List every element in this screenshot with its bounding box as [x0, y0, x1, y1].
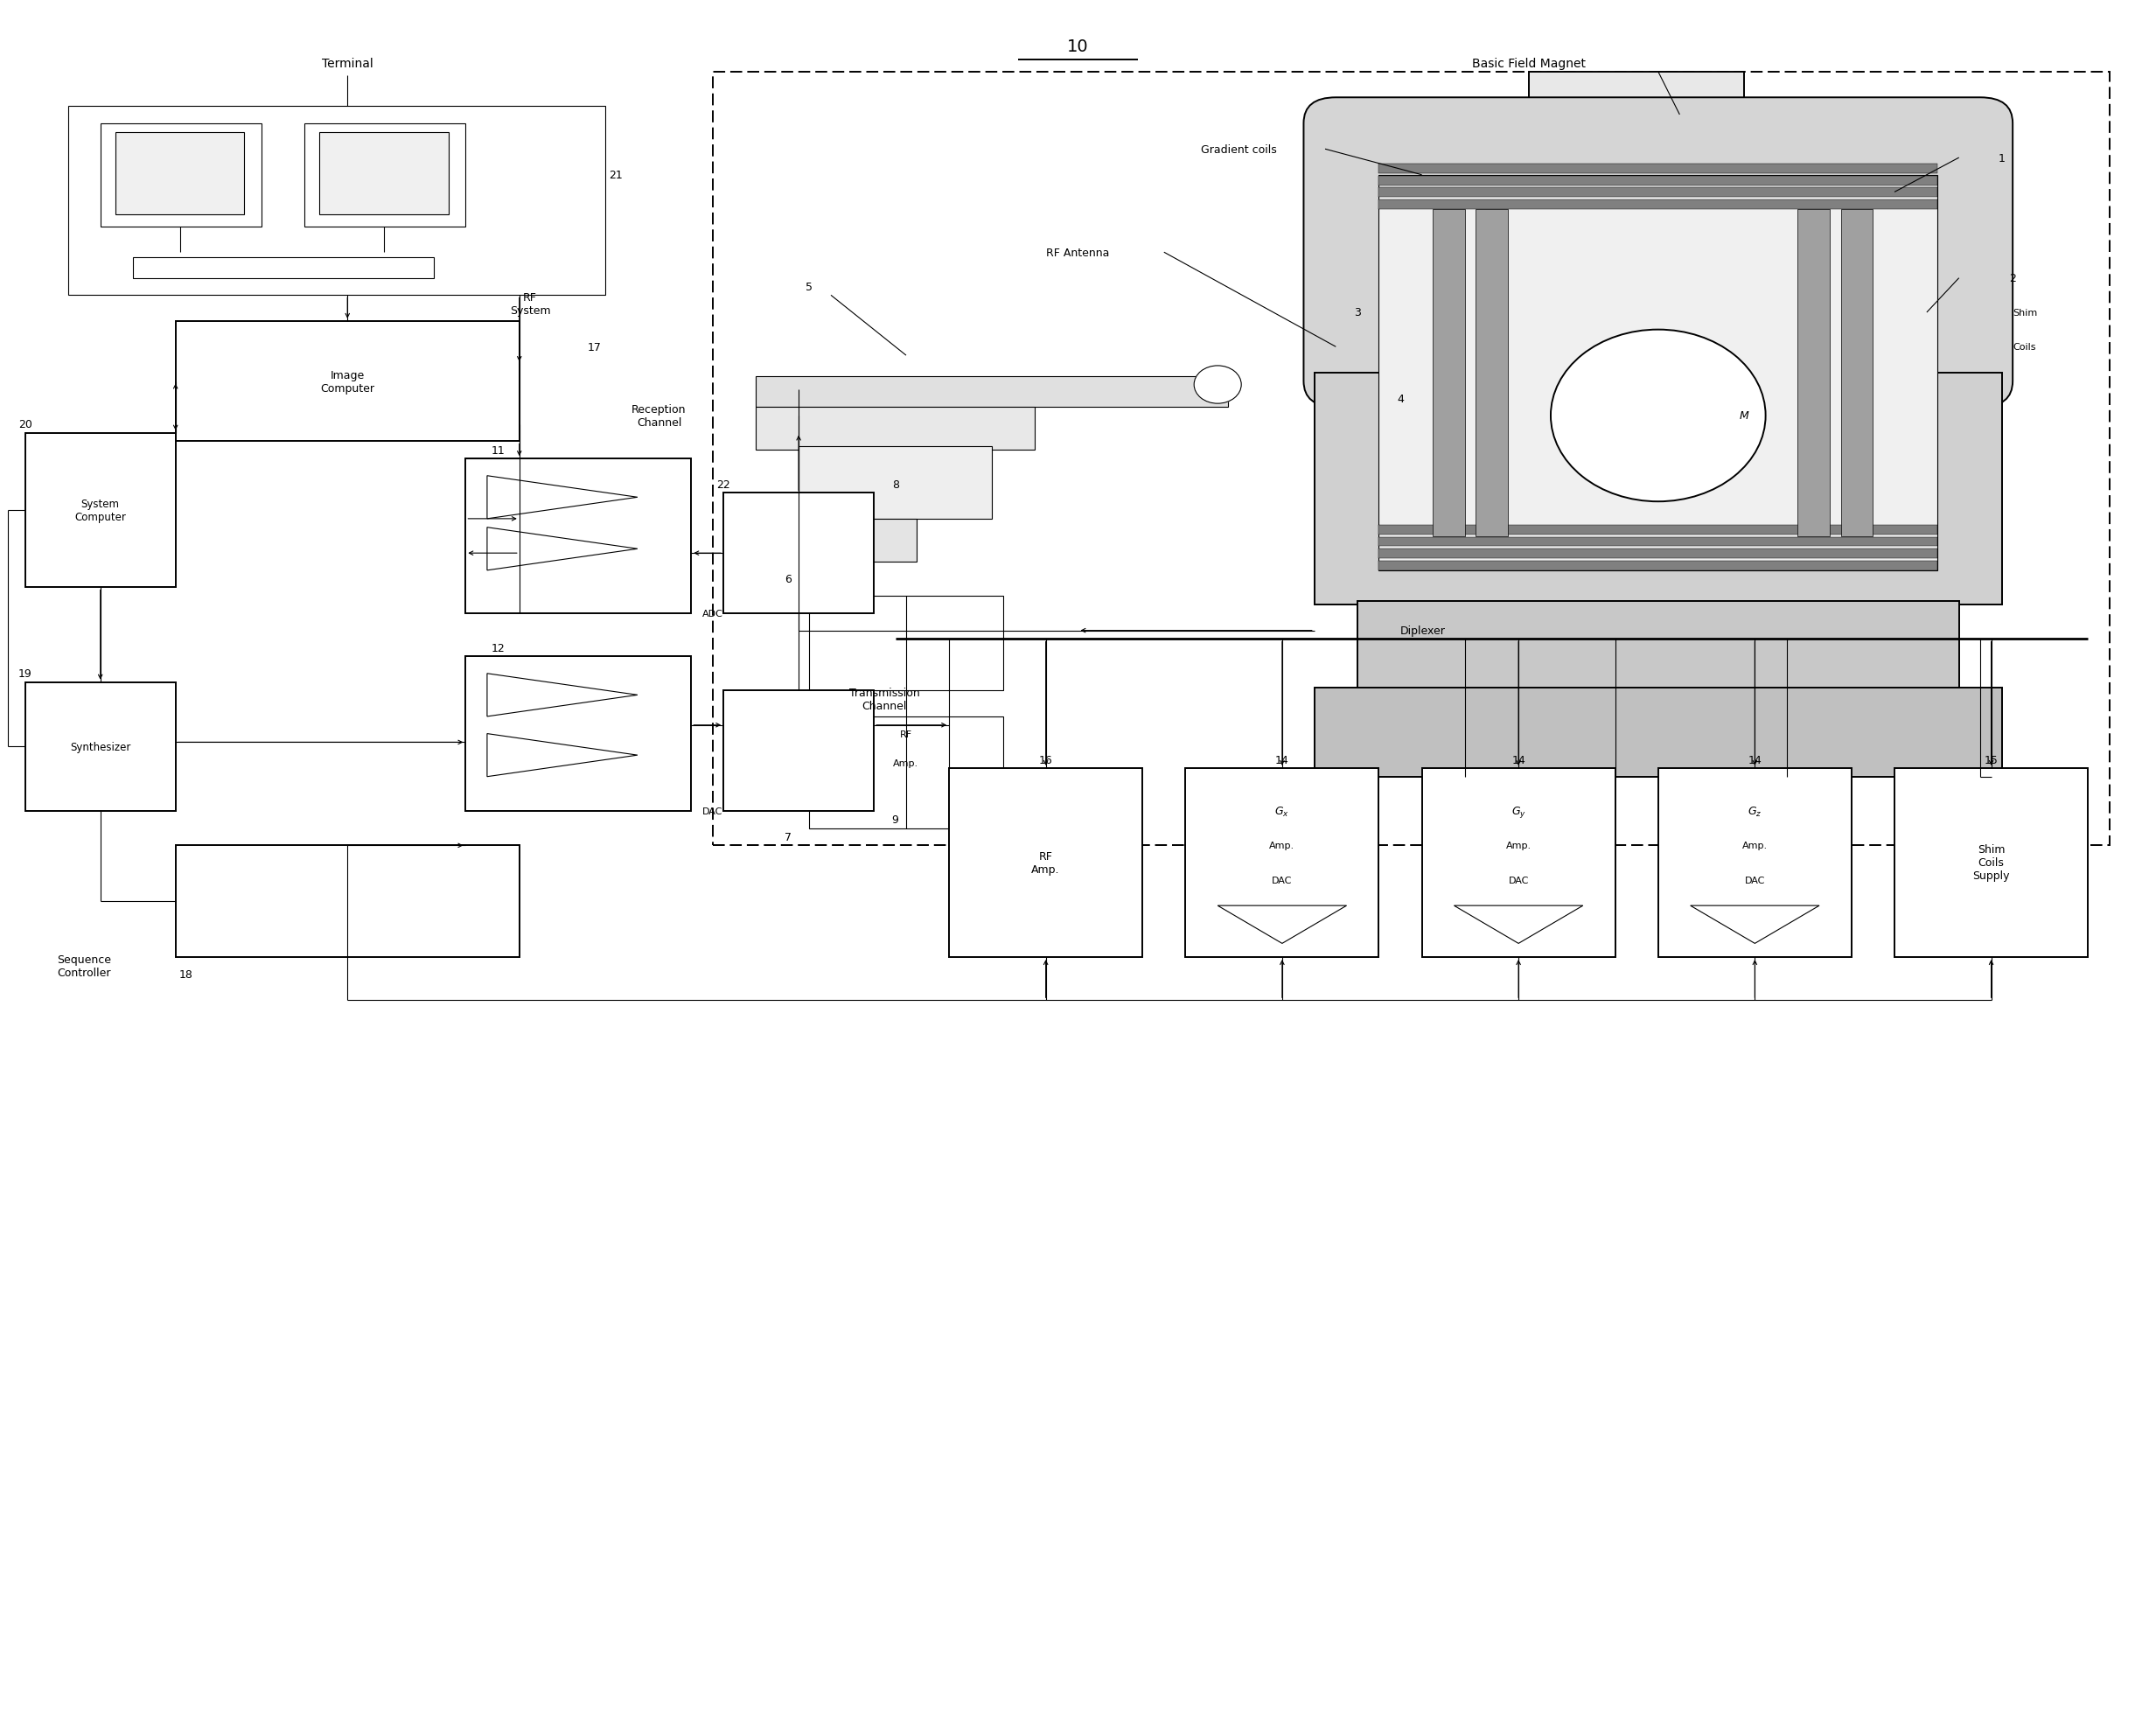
Text: 15: 15	[1984, 754, 1999, 766]
Bar	[798, 447, 992, 520]
Text: 18: 18	[179, 968, 194, 980]
Bar	[808, 597, 1003, 690]
Text: 11: 11	[492, 445, 505, 456]
Bar	[175, 846, 520, 958]
Text: System
Computer: System Computer	[75, 499, 125, 523]
Text: 10: 10	[1067, 38, 1089, 55]
Text: 12: 12	[492, 642, 505, 654]
Text: Terminal: Terminal	[321, 57, 373, 71]
Text: Basic Field Magnet: Basic Field Magnet	[1473, 57, 1587, 71]
Circle shape	[1194, 366, 1242, 404]
Text: DAC: DAC	[1744, 875, 1766, 884]
Bar	[1380, 188, 1938, 198]
Text: 2: 2	[2009, 273, 2016, 285]
Text: RF: RF	[899, 730, 912, 739]
Bar	[1658, 768, 1852, 958]
FancyBboxPatch shape	[1304, 98, 2014, 407]
Text: 9: 9	[893, 815, 899, 825]
Text: 14: 14	[1274, 754, 1289, 766]
Bar	[714, 72, 2109, 846]
Text: $G_z$: $G_z$	[1749, 804, 1761, 818]
Bar	[1380, 537, 1938, 547]
Bar	[132, 257, 433, 278]
Text: DAC: DAC	[703, 808, 722, 816]
Bar	[1432, 211, 1464, 537]
Bar	[1529, 72, 1744, 116]
Text: Transmission
Channel: Transmission Channel	[849, 687, 921, 711]
Text: DAC: DAC	[1272, 875, 1291, 884]
Text: 17: 17	[589, 342, 602, 354]
Text: 5: 5	[806, 281, 813, 293]
Bar	[757, 376, 1229, 407]
Text: 14: 14	[1749, 754, 1761, 766]
Text: Diplexer: Diplexer	[1399, 625, 1447, 637]
Bar	[808, 716, 1003, 828]
Text: Synthesizer: Synthesizer	[69, 740, 132, 753]
Text: Amp.: Amp.	[893, 759, 918, 768]
Text: Amp.: Amp.	[1505, 842, 1531, 851]
Bar	[1380, 525, 1938, 535]
Text: RF
Amp.: RF Amp.	[1031, 851, 1061, 875]
Text: Reception
Channel: Reception Channel	[632, 404, 686, 428]
Bar	[1841, 211, 1874, 537]
Bar	[26, 433, 175, 589]
Bar	[757, 407, 1035, 450]
Bar	[724, 690, 873, 811]
Circle shape	[1550, 330, 1766, 502]
Text: Image
Computer: Image Computer	[321, 369, 375, 394]
Text: 1: 1	[1999, 152, 2005, 164]
Bar	[1315, 373, 2003, 606]
Text: ADC: ADC	[703, 609, 722, 618]
Text: Amp.: Amp.	[1270, 842, 1296, 851]
Bar	[1380, 200, 1938, 211]
Text: 4: 4	[1397, 394, 1404, 404]
Text: DAC: DAC	[1509, 875, 1529, 884]
Bar	[1380, 549, 1938, 559]
Text: Shim: Shim	[2014, 309, 2037, 318]
Text: $G_x$: $G_x$	[1274, 804, 1289, 818]
Bar	[466, 658, 692, 811]
Text: Gradient coils: Gradient coils	[1201, 143, 1276, 155]
Text: 20: 20	[17, 419, 32, 430]
Text: $G_y$: $G_y$	[1511, 804, 1526, 818]
Bar	[949, 768, 1143, 958]
Bar	[1798, 211, 1830, 537]
Text: 21: 21	[610, 169, 623, 181]
Bar	[1475, 211, 1507, 537]
Bar	[1380, 164, 1938, 174]
Bar	[69, 107, 606, 295]
Bar	[1358, 602, 1960, 690]
Bar	[175, 321, 520, 442]
Bar	[319, 133, 448, 216]
Bar	[26, 682, 175, 811]
Text: Sequence
Controller: Sequence Controller	[58, 954, 112, 979]
Text: Amp.: Amp.	[1742, 842, 1768, 851]
Text: 14: 14	[1511, 754, 1526, 766]
Bar	[1380, 561, 1938, 571]
Bar	[1421, 768, 1615, 958]
Bar	[1186, 768, 1380, 958]
Text: 19: 19	[17, 668, 32, 680]
Bar	[765, 520, 916, 563]
Bar	[1380, 176, 1938, 571]
Text: 22: 22	[716, 480, 731, 490]
Bar	[101, 124, 261, 228]
Text: 8: 8	[893, 480, 899, 490]
Text: M: M	[1740, 411, 1749, 421]
Text: 7: 7	[785, 832, 791, 842]
Bar	[1895, 768, 2087, 958]
Text: Shim
Coils
Supply: Shim Coils Supply	[1973, 844, 2009, 882]
Bar	[1315, 687, 2003, 777]
Bar	[466, 459, 692, 614]
Bar	[116, 133, 244, 216]
Text: 6: 6	[785, 573, 791, 585]
Text: RF Antenna: RF Antenna	[1046, 247, 1110, 259]
Text: 3: 3	[1354, 307, 1360, 319]
Text: Coils: Coils	[2014, 343, 2035, 352]
Bar	[304, 124, 466, 228]
Bar	[1380, 176, 1938, 186]
Text: 16: 16	[1039, 754, 1052, 766]
Bar	[724, 494, 873, 614]
Text: RF
System: RF System	[509, 292, 550, 316]
